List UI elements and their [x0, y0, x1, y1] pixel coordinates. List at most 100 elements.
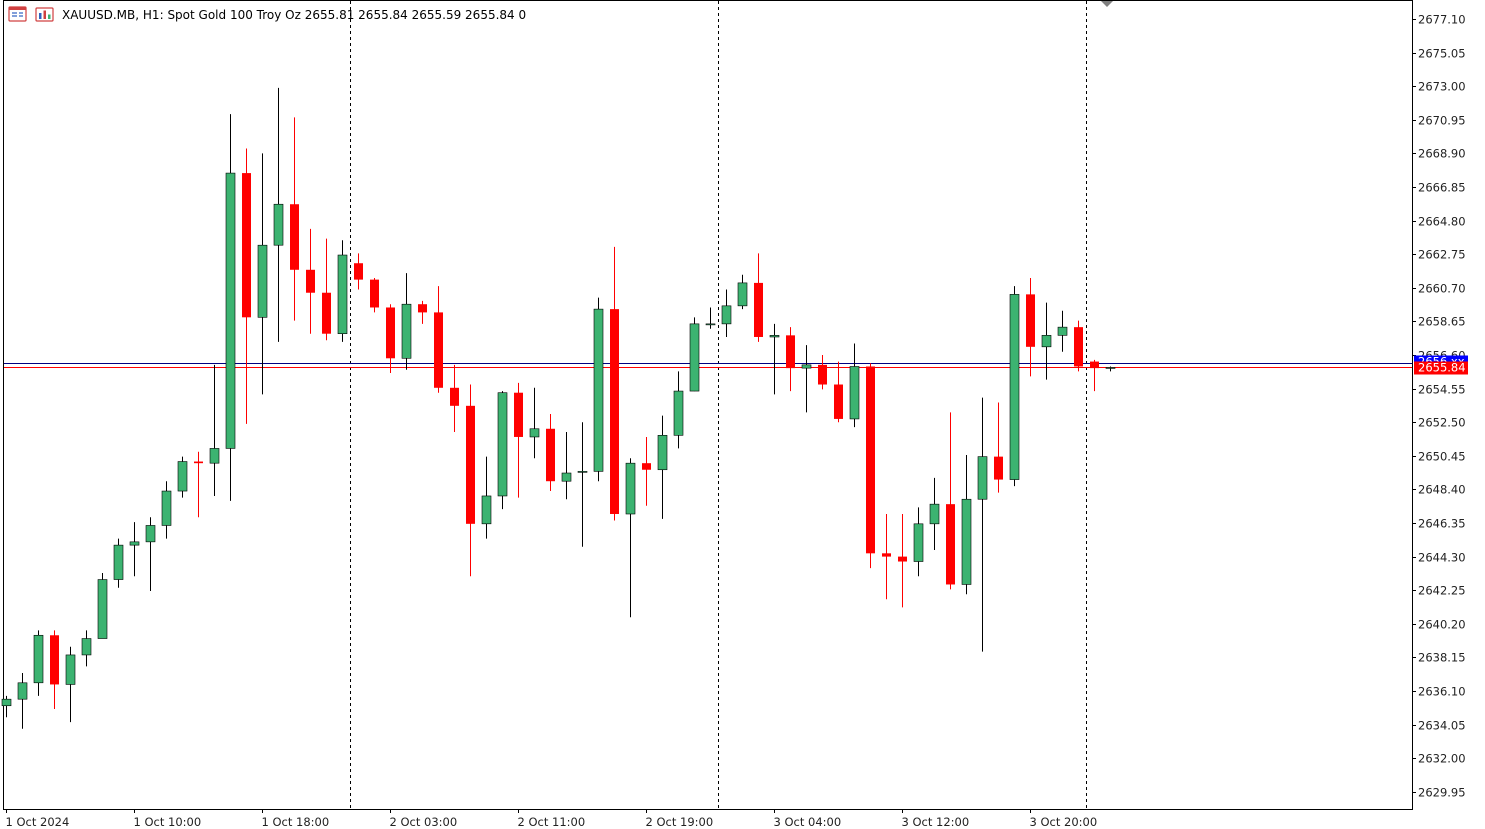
candle[interactable] — [673, 371, 684, 449]
candle-body — [1074, 327, 1083, 367]
candle[interactable] — [466, 384, 475, 577]
symbol-properties-icon[interactable] — [35, 7, 54, 22]
candle[interactable] — [1105, 366, 1116, 372]
price-axis[interactable]: 2677.10 2675.05 2673.00 2670.95 2668.90 2666.… — [1412, 13, 1466, 800]
candle-body — [113, 544, 124, 580]
candle[interactable] — [769, 323, 780, 395]
candle[interactable] — [1026, 277, 1035, 377]
candle[interactable] — [529, 387, 540, 459]
candle-body — [129, 541, 140, 546]
candle[interactable] — [786, 327, 795, 392]
candle[interactable] — [577, 422, 588, 547]
candle[interactable] — [322, 238, 331, 341]
candle[interactable] — [625, 458, 636, 618]
candle[interactable] — [225, 114, 236, 501]
candle[interactable] — [913, 507, 924, 577]
candle[interactable] — [593, 297, 604, 482]
candle-body — [466, 405, 475, 524]
candle[interactable] — [961, 454, 972, 595]
candle[interactable] — [994, 402, 1003, 493]
candle[interactable] — [754, 253, 763, 342]
candle[interactable] — [705, 307, 716, 329]
candle-body — [17, 682, 28, 700]
candle[interactable] — [657, 415, 668, 519]
candle[interactable] — [450, 364, 459, 433]
candles[interactable] — [1, 87, 1116, 729]
candle[interactable] — [514, 382, 523, 498]
candle[interactable] — [177, 456, 188, 498]
candle[interactable] — [1, 695, 12, 718]
candle[interactable] — [17, 672, 28, 729]
candle[interactable] — [610, 246, 619, 521]
candle[interactable] — [721, 289, 732, 337]
candle-body — [1009, 294, 1020, 480]
candle[interactable] — [290, 117, 299, 321]
candle[interactable] — [354, 253, 363, 290]
candle[interactable] — [818, 355, 827, 390]
candle[interactable] — [418, 300, 427, 324]
candle[interactable] — [401, 273, 412, 370]
candle-body — [705, 323, 716, 326]
candle[interactable] — [370, 277, 379, 313]
candle[interactable] — [242, 148, 251, 424]
candle[interactable] — [306, 228, 315, 334]
candle[interactable] — [546, 414, 555, 492]
candle[interactable] — [161, 481, 172, 539]
candle[interactable] — [97, 572, 108, 639]
candle[interactable] — [801, 345, 812, 413]
chart-shift-marker[interactable] — [1101, 1, 1113, 7]
candle[interactable] — [1057, 310, 1068, 352]
candle[interactable] — [273, 87, 284, 342]
candle[interactable] — [849, 343, 860, 428]
candle[interactable] — [1009, 286, 1020, 487]
candle[interactable] — [898, 513, 907, 608]
candle[interactable] — [882, 513, 891, 600]
price-tick-label: 2638.15 — [1418, 651, 1466, 665]
time-tick-label: 2 Oct 19:00 — [646, 815, 714, 829]
bid-price-tag-label: 2655.84 — [1418, 361, 1466, 375]
candle-body — [1090, 361, 1099, 369]
candle[interactable] — [946, 412, 955, 590]
candle[interactable] — [929, 477, 940, 551]
candle-body — [786, 335, 795, 369]
candle[interactable] — [386, 304, 395, 374]
chart-window-icon[interactable] — [8, 6, 27, 22]
candle[interactable] — [481, 456, 492, 539]
candle[interactable] — [1074, 320, 1083, 372]
candle[interactable] — [129, 522, 140, 577]
price-tick-label: 2650.45 — [1418, 450, 1466, 464]
candle[interactable] — [834, 361, 843, 423]
candle-body — [961, 498, 972, 585]
candle-body — [657, 435, 668, 471]
candle[interactable] — [977, 397, 988, 652]
candle[interactable] — [209, 364, 220, 496]
candle[interactable] — [337, 240, 348, 342]
candle[interactable] — [257, 153, 268, 395]
symbol-description: Spot Gold 100 Troy Oz — [167, 8, 300, 22]
candle-body — [322, 292, 331, 334]
candle[interactable] — [561, 432, 572, 500]
candle[interactable] — [1090, 359, 1099, 392]
candle[interactable] — [866, 363, 875, 569]
candle-body — [625, 462, 636, 515]
candle[interactable] — [737, 274, 748, 310]
candle[interactable] — [194, 451, 203, 518]
candle[interactable] — [113, 538, 124, 588]
candle-body — [50, 635, 59, 685]
candle[interactable] — [497, 391, 508, 510]
candle-body — [273, 203, 284, 246]
candle[interactable] — [81, 630, 92, 667]
candle[interactable] — [65, 646, 76, 723]
candle[interactable] — [434, 286, 443, 393]
candle[interactable] — [1041, 302, 1052, 380]
candle[interactable] — [33, 630, 44, 696]
time-tick-label: 3 Oct 12:00 — [902, 815, 970, 829]
candle[interactable] — [50, 630, 59, 710]
candle-body — [610, 309, 619, 514]
candle-body — [593, 308, 604, 472]
candle[interactable] — [689, 317, 700, 392]
candle[interactable] — [642, 436, 651, 506]
time-axis[interactable]: 1 Oct 2024 1 Oct 10:00 1 Oct 18:00 2 Oct 03… — [6, 809, 1098, 829]
candle[interactable] — [145, 517, 156, 592]
